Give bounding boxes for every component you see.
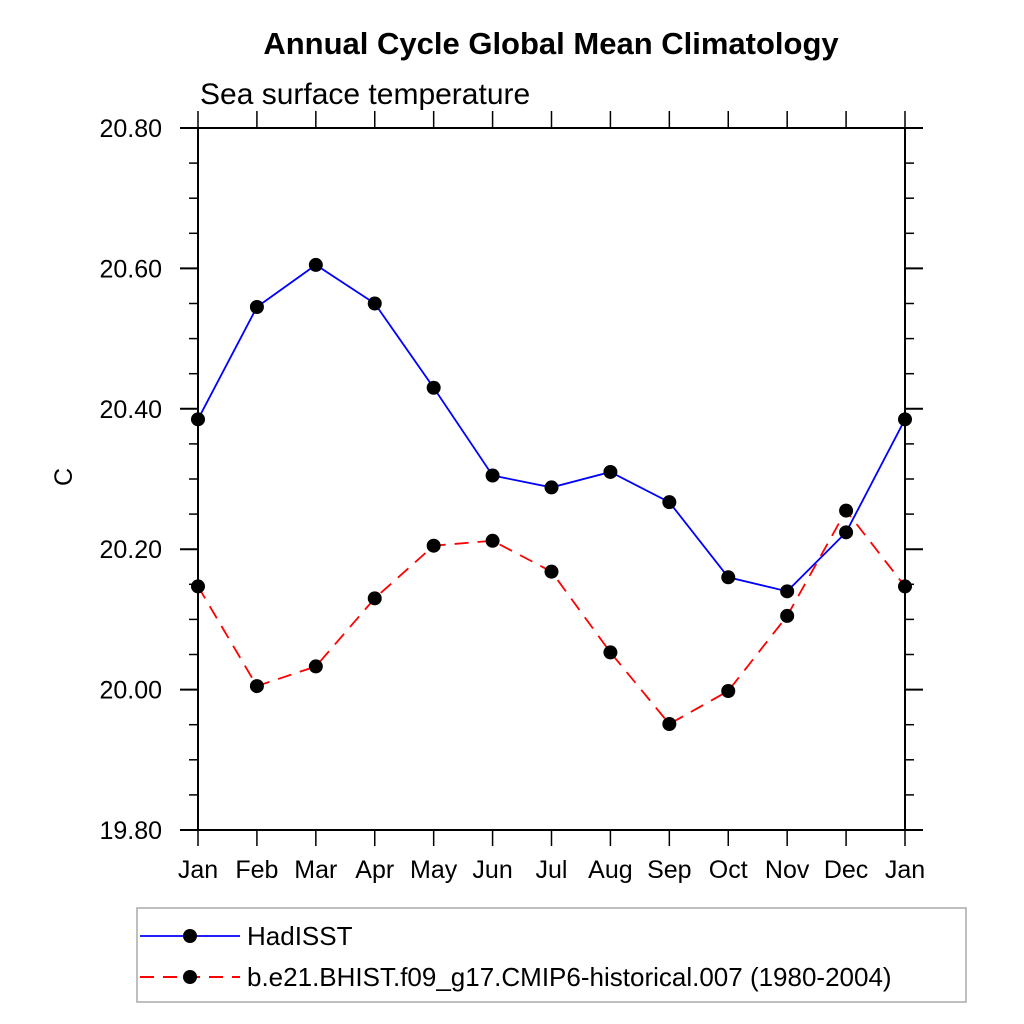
svg-text:20.80: 20.80	[99, 115, 162, 143]
data-point-marker	[485, 468, 500, 483]
svg-text:Dec: Dec	[824, 856, 868, 884]
series-line-0	[197, 263, 906, 593]
data-point-marker	[898, 579, 912, 594]
svg-text:Jul: Jul	[536, 856, 568, 884]
data-point-marker	[485, 533, 500, 548]
data-point-marker	[308, 659, 323, 674]
data-point-marker	[662, 716, 677, 731]
plot-frame	[197, 127, 906, 831]
svg-text:Oct: Oct	[709, 856, 748, 884]
svg-text:May: May	[410, 856, 458, 884]
series-0	[191, 257, 912, 599]
legend: HadISST b.e21.BHIST.f09_g17.CMIP6-histor…	[136, 907, 967, 1003]
data-point-marker	[249, 679, 264, 694]
data-series	[191, 257, 912, 731]
svg-text:Mar: Mar	[294, 856, 337, 884]
svg-text:20.40: 20.40	[99, 396, 162, 424]
svg-text:Apr: Apr	[355, 856, 394, 884]
svg-text:Jun: Jun	[472, 856, 512, 884]
y-axis-tick-labels: 19.80 20.00 20.20 20.40 20.60 20.80	[99, 115, 162, 845]
data-point-marker	[426, 538, 441, 553]
svg-text:Jan: Jan	[885, 856, 925, 884]
svg-text:20.00: 20.00	[99, 677, 162, 705]
svg-text:Feb: Feb	[235, 856, 278, 884]
data-point-marker	[191, 412, 205, 427]
x-axis-ticks	[197, 111, 906, 846]
data-point-marker	[603, 645, 618, 660]
data-point-marker	[191, 579, 205, 594]
svg-text:Jan: Jan	[178, 856, 218, 884]
data-point-marker	[721, 684, 736, 699]
x-axis-tick-labels: Jan Feb Mar Apr May Jun Jul Aug Sep Oct Nov Dec Jan	[178, 856, 925, 884]
legend-label-model: b.e21.BHIST.f09_g17.CMIP6-historical.007…	[247, 962, 892, 992]
y-axis-label: C	[50, 468, 78, 486]
data-point-marker	[898, 412, 912, 427]
data-point-marker	[780, 608, 795, 623]
svg-text:20.20: 20.20	[99, 536, 162, 564]
y-axis-ticks	[180, 127, 923, 831]
series-1	[191, 503, 912, 731]
chart-subtitle: Sea surface temperature	[200, 78, 530, 111]
data-point-marker	[662, 495, 677, 510]
svg-text:Nov: Nov	[765, 856, 810, 884]
data-point-marker	[839, 525, 854, 540]
svg-text:Sep: Sep	[647, 856, 691, 884]
legend-box	[136, 907, 967, 1003]
chart-title: Annual Cycle Global Mean Climatology	[263, 26, 839, 61]
legend-label-hadisst: HadISST	[247, 921, 353, 951]
svg-text:Aug: Aug	[588, 856, 632, 884]
legend-marker-icon	[183, 970, 197, 984]
data-point-marker	[839, 503, 854, 518]
legend-marker-icon	[183, 929, 197, 943]
data-point-marker	[367, 591, 382, 606]
data-point-marker	[249, 300, 264, 315]
svg-text:20.60: 20.60	[99, 255, 162, 283]
data-point-marker	[308, 257, 323, 272]
data-point-marker	[544, 564, 559, 579]
data-point-marker	[367, 296, 382, 311]
data-point-marker	[603, 464, 618, 479]
data-point-marker	[721, 570, 736, 585]
svg-text:19.80: 19.80	[99, 817, 162, 845]
data-point-marker	[426, 380, 441, 395]
data-point-marker	[544, 480, 559, 495]
data-point-marker	[780, 584, 795, 599]
series-line-1	[197, 508, 906, 726]
